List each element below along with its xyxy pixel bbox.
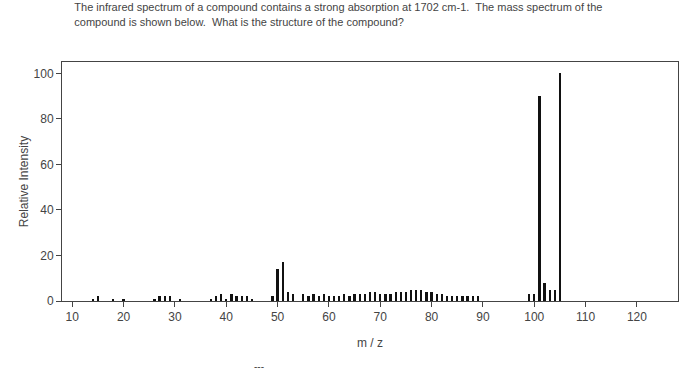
svg-text:---: --- — [254, 361, 264, 372]
svg-text:110: 110 — [576, 310, 595, 324]
svg-text:90: 90 — [476, 310, 490, 324]
svg-text:30: 30 — [168, 310, 182, 324]
svg-text:20: 20 — [117, 310, 131, 324]
svg-text:40: 40 — [220, 310, 234, 324]
svg-text:Relative Intensity: Relative Intensity — [17, 136, 31, 227]
svg-text:10: 10 — [66, 310, 80, 324]
svg-text:80: 80 — [40, 112, 54, 126]
svg-text:The infrared spectrum of a com: The infrared spectrum of a compound cont… — [74, 1, 602, 27]
svg-text:100: 100 — [34, 67, 54, 81]
svg-text:m / z: m / z — [357, 336, 383, 350]
svg-text:0: 0 — [47, 294, 54, 308]
svg-text:50: 50 — [271, 310, 285, 324]
svg-text:60: 60 — [322, 310, 336, 324]
svg-text:60: 60 — [40, 158, 54, 172]
svg-text:40: 40 — [40, 203, 54, 217]
svg-text:80: 80 — [425, 310, 439, 324]
svg-text:120: 120 — [627, 310, 647, 324]
svg-text:20: 20 — [40, 249, 54, 263]
svg-text:70: 70 — [374, 310, 388, 324]
svg-text:100: 100 — [524, 310, 544, 324]
